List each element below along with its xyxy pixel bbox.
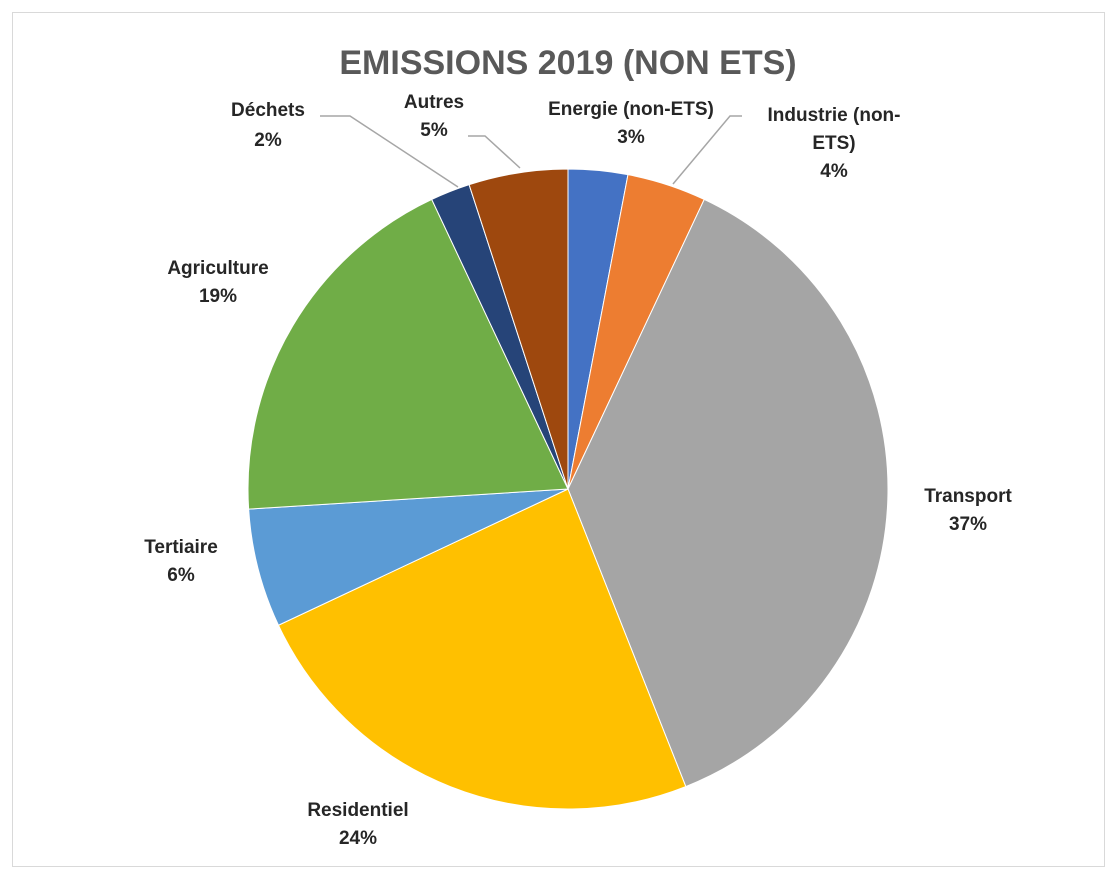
label-tertiaire-pct: 6% (167, 565, 195, 586)
label-transport-name: Transport (924, 486, 1012, 507)
pie-slice-agriculture (247, 198, 569, 510)
pie-slices (247, 168, 889, 810)
label-industrie-name: Industrie (non- (768, 105, 901, 126)
label-industrie-pct: 4% (820, 161, 848, 182)
label-autres-pct: 5% (420, 120, 448, 141)
pie-slice-transport (567, 198, 889, 788)
label-agriculture-pct: 19% (199, 286, 237, 307)
pie-slice-autres (468, 168, 569, 490)
label-autres-name: Autres (404, 92, 464, 113)
data-label-agriculture: Agriculture 19% (167, 258, 268, 307)
label-agriculture-name: Agriculture (167, 258, 268, 279)
label-residentiel-pct: 24% (339, 828, 377, 849)
data-label-dechets: Déchets 2% (231, 100, 305, 151)
data-label-tertiaire: Tertiaire 6% (144, 537, 218, 586)
leader-line-dechets (320, 115, 459, 188)
label-energie-name: Energie (non-ETS) (548, 99, 714, 120)
pie-slice-tertiaire (248, 488, 569, 626)
data-label-industrie: Industrie (non- ETS) 4% (768, 105, 901, 182)
label-dechets-pct: 2% (254, 130, 282, 151)
label-energie-pct: 3% (617, 127, 645, 148)
leader-line-industrie (672, 115, 742, 185)
chart-title: EMISSIONS 2019 (NON ETS) (339, 44, 796, 82)
label-dechets-name: Déchets (231, 100, 305, 121)
label-tertiaire-name: Tertiaire (144, 537, 218, 558)
data-label-transport: Transport 37% (924, 486, 1012, 535)
data-label-residentiel: Residentiel 24% (307, 800, 408, 849)
data-label-energie: Energie (non-ETS) 3% (548, 99, 714, 148)
leader-line-autres (468, 135, 521, 169)
label-residentiel-name: Residentiel (307, 800, 408, 821)
data-label-autres: Autres 5% (404, 92, 464, 141)
label-transport-pct: 37% (949, 514, 987, 535)
pie-slice-residentiel (277, 488, 687, 810)
label-industrie-name-2: ETS) (812, 133, 855, 154)
